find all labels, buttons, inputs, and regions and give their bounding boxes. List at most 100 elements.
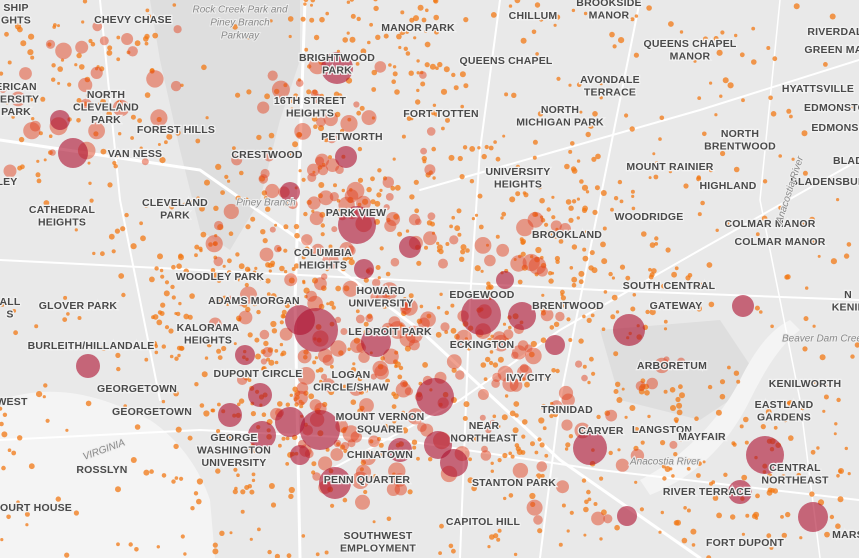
incident-dot bbox=[755, 516, 759, 520]
incident-dot bbox=[544, 222, 549, 227]
incident-dot bbox=[621, 387, 625, 391]
incident-dot bbox=[435, 331, 442, 338]
incident-dot bbox=[244, 282, 249, 288]
incident-dot bbox=[614, 524, 620, 531]
incident-dot bbox=[143, 469, 150, 476]
incident-dot bbox=[576, 82, 582, 87]
incident-dot bbox=[391, 404, 397, 409]
incident-circle bbox=[512, 462, 529, 479]
incident-dot bbox=[603, 290, 608, 294]
incident-dot bbox=[639, 507, 645, 512]
incident-dot bbox=[471, 485, 477, 492]
incident-circle bbox=[351, 471, 370, 489]
neighborhood-label: PARK bbox=[322, 64, 352, 76]
incident-dot bbox=[478, 224, 484, 230]
incident-dot bbox=[328, 244, 333, 249]
neighborhood-label: SHIP bbox=[3, 2, 28, 14]
incident-dot bbox=[564, 163, 570, 170]
incident-circle bbox=[382, 176, 394, 188]
incident-dot bbox=[509, 196, 516, 203]
incident-dot bbox=[560, 293, 564, 297]
incident-dot bbox=[676, 402, 683, 409]
incident-dot bbox=[161, 473, 167, 478]
incident-circle bbox=[316, 117, 326, 127]
incident-dot bbox=[379, 246, 384, 251]
incident-dot bbox=[175, 130, 181, 136]
incident-dot bbox=[416, 260, 422, 266]
incident-dot bbox=[385, 378, 390, 384]
incident-dot bbox=[501, 414, 508, 421]
incident-dot bbox=[229, 531, 233, 535]
incident-circle bbox=[646, 377, 658, 390]
incident-dot bbox=[734, 33, 738, 38]
neighborhood-label: IVY CITY bbox=[506, 372, 551, 384]
incident-dot bbox=[739, 52, 745, 58]
incident-dot bbox=[0, 406, 3, 411]
incident-dot bbox=[571, 199, 577, 204]
incident-dot bbox=[313, 124, 318, 129]
incident-dot bbox=[432, 103, 437, 108]
incident-circle bbox=[438, 258, 448, 269]
incident-cluster bbox=[746, 436, 784, 474]
incident-dot bbox=[285, 402, 290, 407]
incident-dot bbox=[60, 58, 65, 62]
incident-dot bbox=[216, 348, 222, 354]
incident-dot bbox=[513, 401, 520, 407]
incident-dot bbox=[359, 105, 365, 111]
incident-dot bbox=[615, 310, 620, 314]
incident-dot bbox=[180, 534, 185, 539]
incident-dot bbox=[268, 132, 275, 139]
incident-dot bbox=[124, 212, 129, 218]
incident-dot bbox=[534, 2, 541, 8]
incident-dot bbox=[86, 451, 91, 456]
incident-dot bbox=[664, 466, 671, 472]
incident-dot bbox=[846, 242, 852, 247]
incident-dot bbox=[370, 199, 376, 205]
incident-dot bbox=[311, 461, 317, 467]
incident-dot bbox=[733, 166, 740, 173]
incident-dot bbox=[111, 249, 116, 254]
incident-dot bbox=[233, 467, 238, 472]
incident-dot bbox=[147, 14, 152, 19]
incident-dot bbox=[164, 140, 168, 145]
incident-dot bbox=[6, 514, 11, 520]
incident-dot bbox=[630, 189, 635, 194]
incident-dot bbox=[189, 293, 195, 299]
incident-circle bbox=[312, 472, 321, 481]
incident-dot bbox=[153, 344, 158, 349]
incident-dot bbox=[619, 264, 626, 270]
incident-dot bbox=[247, 378, 252, 382]
incident-dot bbox=[760, 424, 766, 430]
incident-dot bbox=[433, 0, 439, 4]
incident-circle bbox=[581, 374, 588, 382]
incident-circle bbox=[384, 219, 397, 232]
incident-circle bbox=[522, 253, 540, 272]
incident-circle bbox=[262, 347, 273, 358]
incident-dot bbox=[87, 161, 91, 165]
incident-circle bbox=[260, 358, 267, 365]
incident-dot bbox=[719, 94, 723, 98]
incident-dot bbox=[651, 268, 657, 274]
incident-dot bbox=[372, 207, 377, 213]
incident-dot bbox=[166, 133, 173, 140]
incident-dot bbox=[579, 179, 584, 184]
incident-dot bbox=[483, 422, 489, 428]
incident-dot bbox=[81, 20, 85, 24]
incident-dot bbox=[274, 360, 279, 365]
incident-dot bbox=[255, 353, 261, 360]
incident-dot bbox=[213, 205, 219, 211]
incident-dot bbox=[216, 278, 222, 283]
incident-dot bbox=[508, 493, 514, 498]
incident-dot bbox=[144, 204, 148, 208]
incident-circle bbox=[385, 193, 394, 201]
incident-dot bbox=[593, 502, 598, 506]
incident-dot bbox=[459, 174, 465, 180]
incident-dot bbox=[376, 192, 382, 198]
incident-circle bbox=[295, 79, 304, 87]
incident-dot bbox=[298, 169, 302, 173]
incident-circle bbox=[208, 317, 222, 331]
incident-dot bbox=[304, 47, 309, 52]
incident-dot bbox=[210, 408, 215, 413]
